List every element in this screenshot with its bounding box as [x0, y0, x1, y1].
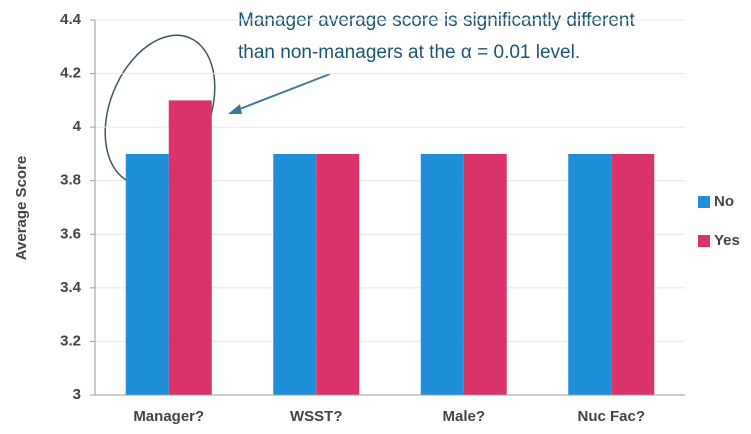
bar: [316, 153, 360, 395]
legend-label: No: [714, 193, 734, 210]
x-tick-label: Male?: [442, 408, 485, 425]
x-tick-label: WSST?: [290, 408, 343, 425]
annotation: Manager average score is significantly d…: [238, 10, 635, 31]
y-tick-label: 3.6: [60, 225, 81, 242]
y-tick-label: 4: [73, 118, 82, 135]
bar: [568, 153, 612, 395]
bar: [420, 153, 464, 395]
bar: [168, 100, 212, 395]
y-tick-label: 4.2: [60, 65, 81, 82]
bar: [463, 153, 507, 395]
bar: [611, 153, 655, 395]
y-axis-label: Average Score: [13, 156, 30, 261]
x-tick-label: Nuc Fac?: [577, 408, 645, 425]
annotation-arrow: [231, 73, 331, 113]
legend-swatch: [698, 235, 710, 247]
legend-label: Yes: [714, 232, 740, 249]
y-tick-label: 3.2: [60, 332, 81, 349]
x-tick-label: Manager?: [133, 408, 204, 425]
annotation: than non-managers at the α = 0.01 level.: [238, 42, 580, 63]
arrow-head: [228, 104, 242, 114]
y-tick-label: 3: [73, 386, 81, 403]
y-tick-label: 3.4: [60, 279, 82, 296]
legend-swatch: [698, 196, 710, 208]
bar: [273, 153, 317, 395]
bar: [125, 153, 169, 395]
y-tick-label: 4.4: [60, 11, 82, 28]
y-tick-label: 3.8: [60, 172, 81, 189]
